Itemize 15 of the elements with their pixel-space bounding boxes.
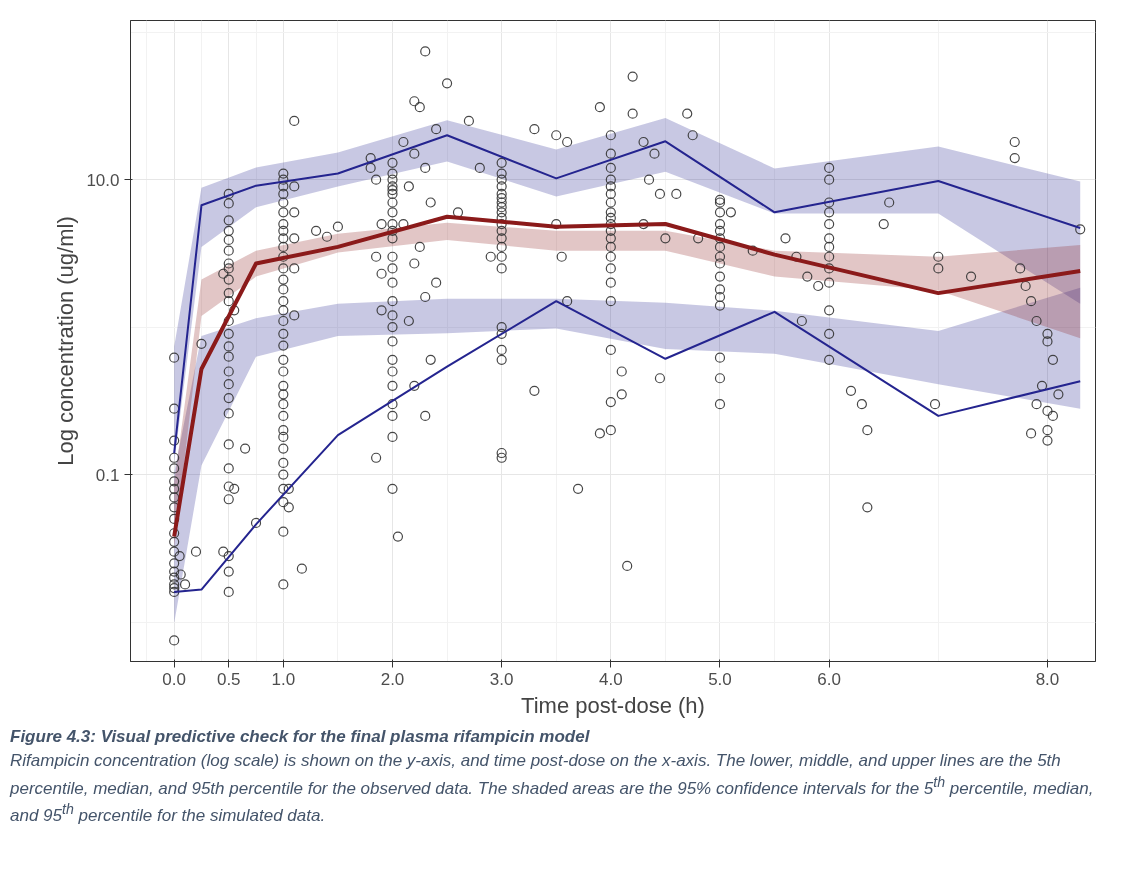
x-tick-label: 5.0 xyxy=(708,669,732,689)
x-tick-label: 3.0 xyxy=(489,669,514,689)
x-tick-label: 2.0 xyxy=(380,669,405,689)
x-tick-label: 8.0 xyxy=(1035,669,1060,689)
x-tick-label: 0.0 xyxy=(162,669,186,689)
x-tick-label: 4.0 xyxy=(599,669,623,689)
x-axis-title: Time post-dose (h) xyxy=(521,692,705,718)
x-tick-label: 0.5 xyxy=(216,669,241,689)
caption: Figure 4.3: Visual predictive check for the final plasma rifampicin model xyxy=(10,726,591,748)
y-axis-title: Log concentration (ug/ml) xyxy=(53,216,79,466)
x-tick-label: 1.0 xyxy=(271,669,296,689)
y-tick-label: 10.0 xyxy=(86,170,120,190)
x-tick-label: 6.0 xyxy=(817,669,841,689)
text: Rifampicin concentration (log scale) is shown on the y-axis, and time post-dose on the x-axis. The lower, middle, and upper lines are the 5th percentile, median, and 95th percentile for the observed data. The shaded areas are the 95% confidence intervals for the 5$^{th}$ percentile, median, and 95$^{th}$ percentile for the simulated data. xyxy=(10,750,1094,825)
y-tick-label: 0.1 xyxy=(95,465,120,485)
